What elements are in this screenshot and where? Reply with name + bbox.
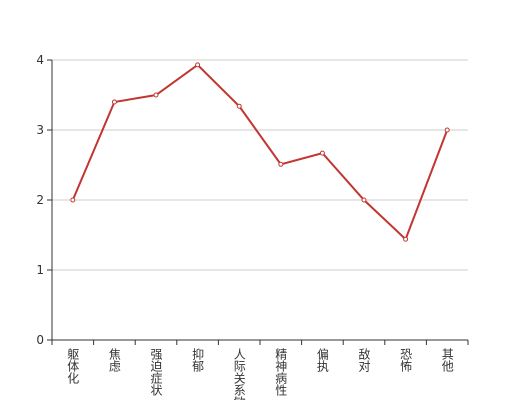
x-tick-label: 躯体化 xyxy=(66,347,80,385)
point xyxy=(111,99,117,105)
x-tick-label: 其他 xyxy=(440,348,454,372)
x-tick-label: 恐怖 xyxy=(399,348,413,372)
x-tick-label: 人际关系敏感 xyxy=(232,348,246,400)
point xyxy=(70,197,76,203)
x-tick-label: 精神病性 xyxy=(274,348,288,397)
x-tick-label: 焦虑 xyxy=(107,348,121,372)
x-tick-label: 强迫症状 xyxy=(149,348,163,396)
point xyxy=(236,103,242,109)
x-tick-label: 偏执 xyxy=(315,347,329,373)
point xyxy=(361,197,367,203)
y-tick-label: 2 xyxy=(36,193,44,207)
line xyxy=(71,63,449,241)
point xyxy=(278,161,284,167)
point xyxy=(444,127,450,133)
y-tick-label: 1 xyxy=(36,263,44,277)
point xyxy=(195,62,201,68)
point xyxy=(319,150,325,156)
point xyxy=(403,236,409,242)
y-tick-label: 3 xyxy=(36,123,44,137)
y-tick-label: 4 xyxy=(36,53,44,67)
point xyxy=(153,92,159,98)
y-tick-label: 0 xyxy=(36,333,44,347)
x-tick-label: 敌对 xyxy=(357,347,371,372)
x-tick-label: 抑郁 xyxy=(191,347,205,373)
